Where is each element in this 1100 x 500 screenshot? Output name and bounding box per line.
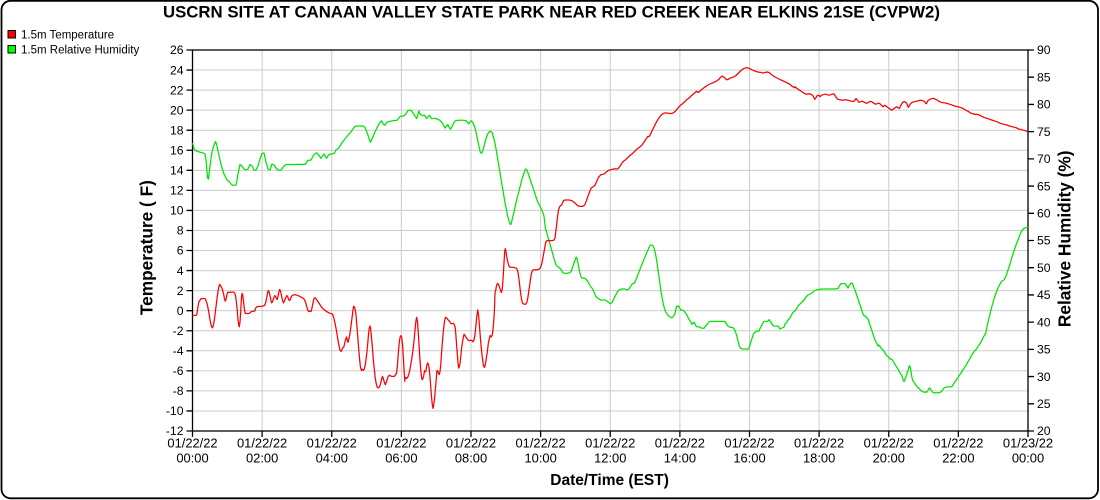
svg-text:12:00: 12:00	[594, 451, 626, 466]
svg-text:65: 65	[1037, 179, 1051, 193]
svg-text:-6: -6	[173, 364, 184, 378]
svg-text:14:00: 14:00	[664, 451, 696, 466]
svg-text:Date/Time (EST): Date/Time (EST)	[550, 472, 669, 489]
svg-text:12: 12	[170, 184, 184, 198]
svg-text:35: 35	[1037, 343, 1051, 357]
svg-text:01/22/22: 01/22/22	[585, 436, 635, 451]
svg-text:6: 6	[177, 244, 184, 258]
svg-text:01/22/22: 01/22/22	[167, 436, 217, 451]
svg-text:-8: -8	[173, 384, 184, 398]
svg-text:04:00: 04:00	[316, 451, 348, 466]
svg-text:-2: -2	[173, 324, 184, 338]
svg-text:Relative Humidity (%): Relative Humidity (%)	[1055, 150, 1075, 327]
svg-text:14: 14	[170, 164, 184, 178]
svg-text:01/22/22: 01/22/22	[933, 436, 983, 451]
svg-text:01/22/22: 01/22/22	[307, 436, 357, 451]
svg-text:60: 60	[1037, 207, 1051, 221]
svg-text:30: 30	[1037, 370, 1051, 384]
svg-text:26: 26	[170, 43, 184, 57]
svg-text:75: 75	[1037, 125, 1051, 139]
svg-text:02:00: 02:00	[246, 451, 278, 466]
svg-text:01/22/22: 01/22/22	[724, 436, 774, 451]
svg-text:08:00: 08:00	[455, 451, 487, 466]
svg-text:01/22/22: 01/22/22	[237, 436, 287, 451]
svg-text:16:00: 16:00	[733, 451, 765, 466]
svg-text:0: 0	[177, 304, 184, 318]
svg-text:00:00: 00:00	[1012, 451, 1044, 466]
svg-text:-4: -4	[173, 344, 184, 358]
svg-text:01/22/22: 01/22/22	[446, 436, 496, 451]
svg-text:50: 50	[1037, 261, 1051, 275]
svg-text:01/23/22: 01/23/22	[1003, 436, 1053, 451]
svg-text:70: 70	[1037, 152, 1051, 166]
svg-text:2: 2	[177, 284, 184, 298]
svg-text:01/22/22: 01/22/22	[864, 436, 914, 451]
svg-text:22:00: 22:00	[942, 451, 974, 466]
svg-text:85: 85	[1037, 70, 1051, 84]
svg-text:-10: -10	[166, 404, 184, 418]
svg-text:25: 25	[1037, 397, 1051, 411]
svg-text:1.5m Relative Humidity: 1.5m Relative Humidity	[21, 45, 139, 57]
svg-text:16: 16	[170, 144, 184, 158]
svg-text:Temperature ( F): Temperature ( F)	[136, 180, 156, 315]
svg-text:20: 20	[170, 103, 184, 117]
svg-text:-12: -12	[166, 424, 184, 438]
svg-text:01/22/22: 01/22/22	[794, 436, 844, 451]
svg-text:4: 4	[177, 264, 184, 278]
svg-text:55: 55	[1037, 234, 1051, 248]
svg-text:40: 40	[1037, 315, 1051, 329]
svg-text:1.5m Temperature: 1.5m Temperature	[21, 30, 114, 42]
svg-text:20: 20	[1037, 424, 1051, 438]
svg-text:10: 10	[170, 204, 184, 218]
svg-text:8: 8	[177, 224, 184, 238]
svg-text:20:00: 20:00	[873, 451, 905, 466]
svg-text:USCRN SITE AT CANAAN VALLEY ST: USCRN SITE AT CANAAN VALLEY STATE PARK N…	[163, 3, 940, 22]
svg-text:10:00: 10:00	[524, 451, 556, 466]
svg-text:18: 18	[170, 123, 184, 137]
svg-text:90: 90	[1037, 43, 1051, 57]
svg-text:00:00: 00:00	[176, 451, 208, 466]
svg-text:01/22/22: 01/22/22	[516, 436, 566, 451]
svg-text:45: 45	[1037, 288, 1051, 302]
svg-text:06:00: 06:00	[385, 451, 417, 466]
svg-text:01/22/22: 01/22/22	[655, 436, 705, 451]
svg-text:01/22/22: 01/22/22	[376, 436, 426, 451]
svg-text:22: 22	[170, 83, 184, 97]
svg-text:18:00: 18:00	[803, 451, 835, 466]
svg-text:80: 80	[1037, 98, 1051, 112]
svg-text:24: 24	[170, 63, 184, 77]
